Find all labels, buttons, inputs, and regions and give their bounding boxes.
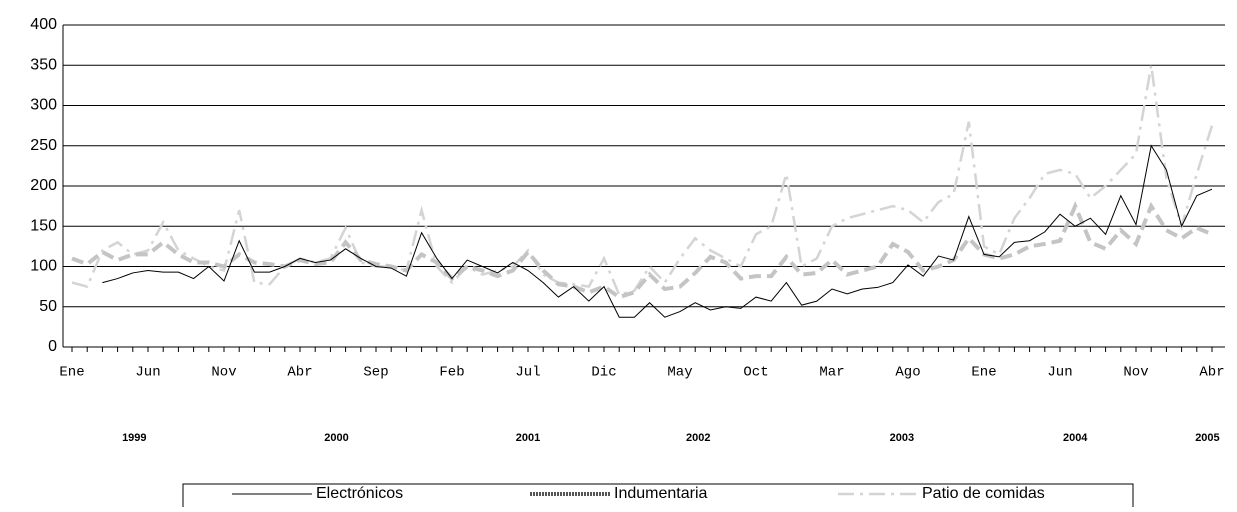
- x-tick-label: Ene: [971, 365, 996, 381]
- x-tick-label: Dic: [591, 365, 616, 381]
- series-line: [71, 65, 1214, 297]
- y-tick-label: 400: [30, 16, 57, 33]
- y-tick-label: 250: [30, 137, 57, 154]
- series-line: [102, 144, 1213, 318]
- year-label: 2005: [1195, 432, 1219, 444]
- y-tick-label: 50: [39, 298, 57, 315]
- x-tick-label: Sep: [363, 365, 388, 381]
- x-tick-label: Abr: [1199, 365, 1224, 381]
- y-tick-label: 350: [30, 56, 57, 73]
- x-tick-label: Abr: [287, 365, 312, 381]
- x-tick-label: Jul: [515, 365, 540, 381]
- x-tick-label: Ago: [895, 365, 920, 381]
- y-tick-label: 100: [30, 258, 57, 275]
- legend-label: Electrónicos: [316, 485, 403, 502]
- x-tick-label: Feb: [439, 365, 464, 381]
- x-tick-label: Jun: [1047, 365, 1072, 381]
- year-label: 2001: [516, 432, 540, 444]
- x-tick-label: Mar: [819, 365, 844, 381]
- year-label: 2003: [890, 432, 914, 444]
- y-tick-label: 300: [30, 97, 57, 114]
- x-tick-label: Jun: [135, 365, 160, 381]
- x-tick-label: Ene: [59, 365, 84, 381]
- x-tick-label: Nov: [211, 365, 236, 381]
- x-tick-label: Nov: [1123, 365, 1148, 381]
- series-line: [71, 201, 1213, 300]
- year-label: 2004: [1063, 432, 1088, 444]
- y-tick-label: 150: [30, 217, 57, 234]
- year-label: 2000: [324, 432, 348, 444]
- year-label: 1999: [122, 432, 146, 444]
- y-tick-label: 200: [30, 177, 57, 194]
- legend-label: Patio de comidas: [922, 485, 1045, 502]
- y-tick-label: 0: [48, 338, 57, 355]
- x-tick-label: May: [667, 365, 692, 381]
- x-tick-label: Oct: [743, 365, 768, 381]
- legend-label: Indumentaria: [614, 485, 707, 502]
- year-label: 2002: [686, 432, 710, 444]
